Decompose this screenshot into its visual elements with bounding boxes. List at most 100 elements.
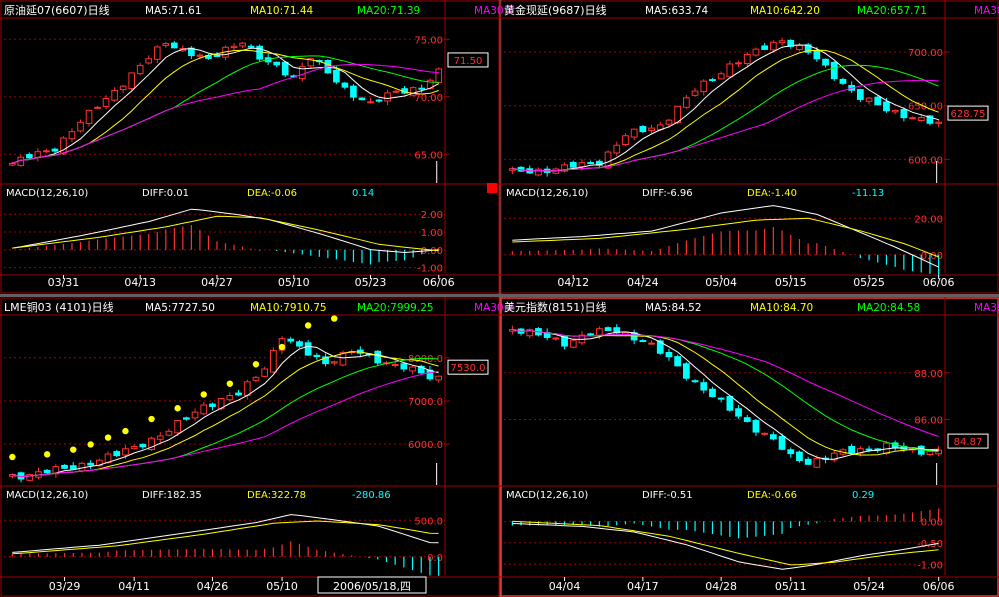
candle-body — [813, 50, 821, 60]
ma10-line — [12, 351, 439, 478]
candle-body — [298, 66, 306, 80]
candle — [375, 98, 383, 103]
candle-body — [909, 117, 916, 120]
candle — [543, 328, 551, 341]
candle — [935, 445, 943, 457]
ma30-label: MA30: — [974, 302, 999, 314]
candle-body — [296, 341, 303, 347]
candle — [171, 40, 178, 49]
candle — [717, 71, 725, 80]
candle — [61, 464, 68, 470]
candle — [630, 128, 638, 141]
candle-body — [561, 164, 568, 172]
candle — [230, 43, 238, 51]
candle — [743, 414, 751, 423]
macd-tick-label: -1.00 — [917, 560, 943, 571]
macd-tick-label: 0.0 — [427, 553, 443, 564]
candle-body — [182, 417, 190, 420]
price-tick-label: 8000.0 — [408, 354, 443, 365]
candle — [102, 95, 110, 110]
candle-body — [156, 435, 164, 440]
candle — [148, 436, 155, 451]
candle — [287, 336, 295, 344]
candle — [409, 86, 417, 97]
candle — [261, 366, 269, 378]
macd-dea-label: DEA:322.78 — [247, 490, 306, 501]
candle — [508, 166, 516, 175]
candle-body — [322, 356, 329, 365]
candle-body — [119, 85, 127, 91]
last-price-box — [447, 52, 489, 68]
candle — [392, 89, 400, 94]
last-price-label: 84.87 — [954, 437, 983, 448]
candle — [296, 340, 303, 348]
candle — [769, 40, 777, 53]
candle — [77, 119, 84, 133]
candle — [778, 37, 786, 46]
panel-title: 原油延07(6607)日线 — [4, 3, 110, 17]
macd-dea-line — [12, 520, 439, 555]
candle — [856, 88, 864, 103]
ma20-label: MA20:7999.25 — [357, 302, 434, 314]
candle — [804, 42, 812, 55]
candle-body — [709, 388, 716, 398]
candle — [68, 128, 76, 143]
candle — [226, 392, 234, 402]
candle — [418, 84, 425, 93]
date-tick-label: 04/24 — [627, 276, 659, 289]
macd-dea-label: DEA:-1.40 — [747, 188, 797, 199]
candle-body — [796, 44, 803, 51]
candle-body — [281, 61, 289, 76]
ma20-line — [12, 55, 439, 164]
candle — [330, 360, 338, 366]
last-price-box — [447, 359, 489, 375]
sar-dot — [278, 343, 286, 351]
candle — [874, 95, 882, 106]
candle-body — [261, 368, 269, 377]
candle-body — [128, 72, 135, 89]
sar-dot — [104, 434, 112, 441]
candle-body — [761, 432, 769, 435]
panel-bottom-right: 88.00 86.00 美元指数(8151)日线 MA5:84.52 MA10:84.7… — [500, 297, 999, 597]
candle — [252, 375, 260, 383]
sar-dot — [70, 446, 77, 453]
candle — [674, 105, 682, 125]
price-tick-label: 600.00 — [908, 155, 943, 166]
candle-body — [674, 356, 682, 367]
price-tick-label: 65.00 — [414, 150, 443, 161]
date-tick-label: 04/11 — [118, 580, 150, 593]
candle-body — [196, 54, 204, 57]
candle — [417, 364, 425, 374]
candle-body — [409, 87, 417, 96]
macd-dea-line — [512, 520, 939, 566]
candle — [630, 329, 638, 345]
ma30-line — [12, 370, 439, 478]
candle — [935, 119, 943, 128]
ma10-line — [512, 49, 939, 172]
candle-body — [796, 451, 803, 462]
candle — [281, 60, 289, 78]
candle — [752, 418, 760, 436]
candle-body — [247, 45, 255, 48]
candle — [400, 363, 408, 372]
candle — [43, 468, 51, 475]
candle-body — [145, 58, 153, 64]
candle — [604, 326, 612, 332]
date-tick-label: 06/06 — [923, 276, 955, 289]
candle — [813, 47, 821, 62]
candle-body — [822, 58, 829, 66]
sar-dot — [304, 322, 312, 329]
sar-dot — [9, 453, 16, 461]
candle — [26, 473, 34, 482]
candle-body — [595, 328, 603, 336]
price-tick-label: 88.00 — [914, 369, 943, 380]
candle-body — [848, 446, 856, 454]
candle-body — [648, 342, 655, 345]
candle — [358, 96, 366, 101]
date-tick-label: 05/04 — [705, 276, 737, 289]
macd-label: MACD(12,26,10) — [6, 188, 88, 199]
candle-body — [358, 97, 366, 101]
candle-body — [191, 411, 199, 419]
candle — [273, 61, 280, 68]
